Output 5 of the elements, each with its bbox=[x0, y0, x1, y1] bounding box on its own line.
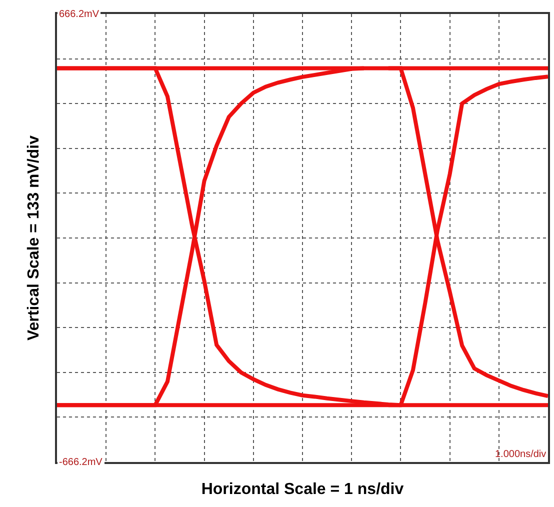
y-tick-label: 666.2mV bbox=[59, 9, 100, 20]
y-tick-label: -666.2mV bbox=[59, 457, 103, 468]
y-axis-title: Vertical Scale = 133 mV/div bbox=[25, 135, 42, 341]
annotation: 1.000ns/div bbox=[495, 449, 546, 460]
x-axis-title: Horizontal Scale = 1 ns/div bbox=[201, 481, 404, 498]
